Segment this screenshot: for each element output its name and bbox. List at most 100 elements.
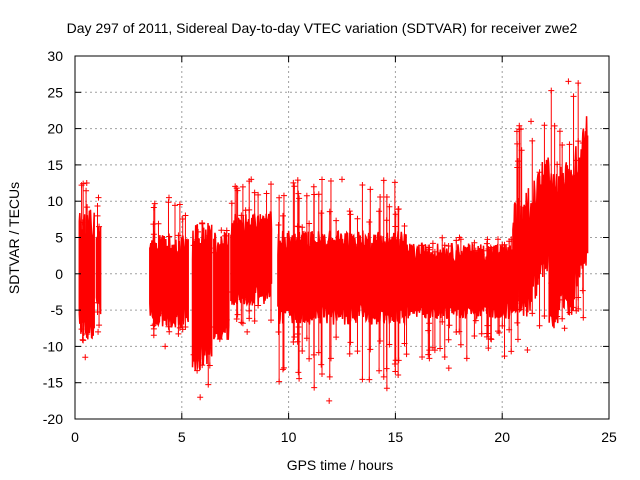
data-point <box>367 186 374 193</box>
data-point <box>306 220 313 227</box>
data-point <box>205 232 212 239</box>
y-tick-label: 25 <box>47 84 63 100</box>
data-point <box>516 306 523 313</box>
data-point <box>327 177 334 184</box>
data-point <box>276 378 283 385</box>
data-point <box>484 236 491 243</box>
data-point <box>218 227 225 234</box>
data-point <box>478 251 485 258</box>
data-point <box>242 294 249 301</box>
data-point <box>150 332 157 339</box>
data-point <box>508 348 515 355</box>
data-point <box>79 219 86 226</box>
data-point <box>299 348 306 355</box>
data-point <box>354 215 361 222</box>
data-point <box>551 311 558 318</box>
data-point <box>242 207 249 214</box>
data-point <box>463 250 470 257</box>
data-point <box>199 362 206 369</box>
data-point <box>516 126 523 133</box>
data-point <box>445 242 452 249</box>
data-point <box>248 176 255 183</box>
data-point <box>171 202 178 209</box>
data-point <box>294 177 301 184</box>
data-point <box>579 139 586 146</box>
data-point <box>315 349 322 356</box>
data-point <box>239 320 246 327</box>
data-point <box>244 328 251 335</box>
data-point <box>275 328 282 335</box>
data-point <box>228 288 235 295</box>
data-point <box>165 194 172 201</box>
y-tick-label: -20 <box>43 411 63 427</box>
data-point <box>380 177 387 184</box>
data-point <box>205 381 212 388</box>
data-point <box>290 339 297 346</box>
data-point <box>403 351 410 358</box>
data-point <box>223 227 230 234</box>
data-point <box>218 249 225 256</box>
data-point <box>554 161 561 168</box>
data-point <box>232 296 239 303</box>
data-point <box>94 309 101 316</box>
data-point <box>366 219 373 226</box>
data-point <box>176 201 183 208</box>
data-point <box>295 190 302 197</box>
y-tick-label: 30 <box>47 48 63 64</box>
data-point <box>376 367 383 374</box>
data-point <box>296 375 303 382</box>
data-point <box>401 223 408 230</box>
data-point <box>419 353 426 360</box>
data-point <box>150 204 157 211</box>
data-point <box>485 245 492 252</box>
data-point <box>84 204 91 211</box>
data-point <box>175 330 182 337</box>
data-point <box>478 330 485 337</box>
data-point <box>377 193 384 200</box>
data-point <box>377 338 384 345</box>
data-point <box>472 317 479 324</box>
data-point <box>84 331 91 338</box>
data-point <box>216 336 223 343</box>
data-point <box>268 181 275 188</box>
data-point <box>276 194 283 201</box>
data-point <box>326 208 333 215</box>
data-point <box>195 228 202 235</box>
data-point <box>219 253 226 260</box>
data-point <box>570 304 577 311</box>
data-point <box>80 337 87 344</box>
data-point <box>528 118 535 125</box>
data-point <box>326 397 333 404</box>
data-point <box>206 362 213 369</box>
data-point <box>494 236 501 243</box>
data-point <box>96 322 103 329</box>
data-point <box>211 323 218 330</box>
data-point <box>268 317 275 324</box>
data-point <box>246 315 253 322</box>
data-point <box>218 320 225 327</box>
data-point <box>548 280 555 287</box>
y-axis-label: SDTVAR / TECUs <box>6 182 22 294</box>
data-point <box>541 122 548 129</box>
data-point <box>395 357 402 364</box>
data-point <box>346 350 353 357</box>
x-tick-label: 5 <box>178 429 186 445</box>
data-point <box>80 180 87 187</box>
data-point <box>566 309 573 316</box>
data-point <box>403 250 410 257</box>
data-point <box>395 206 402 213</box>
data-point <box>195 355 202 362</box>
data-point <box>291 183 298 190</box>
data-series <box>78 78 589 404</box>
data-point <box>392 368 399 375</box>
data-point <box>570 93 577 100</box>
data-point <box>579 287 586 294</box>
data-point <box>426 347 433 354</box>
data-point <box>197 394 204 401</box>
data-point <box>299 224 306 231</box>
data-point <box>155 220 162 227</box>
data-point <box>380 373 387 380</box>
data-point <box>211 249 218 256</box>
data-point <box>445 336 452 343</box>
data-point <box>501 241 508 248</box>
